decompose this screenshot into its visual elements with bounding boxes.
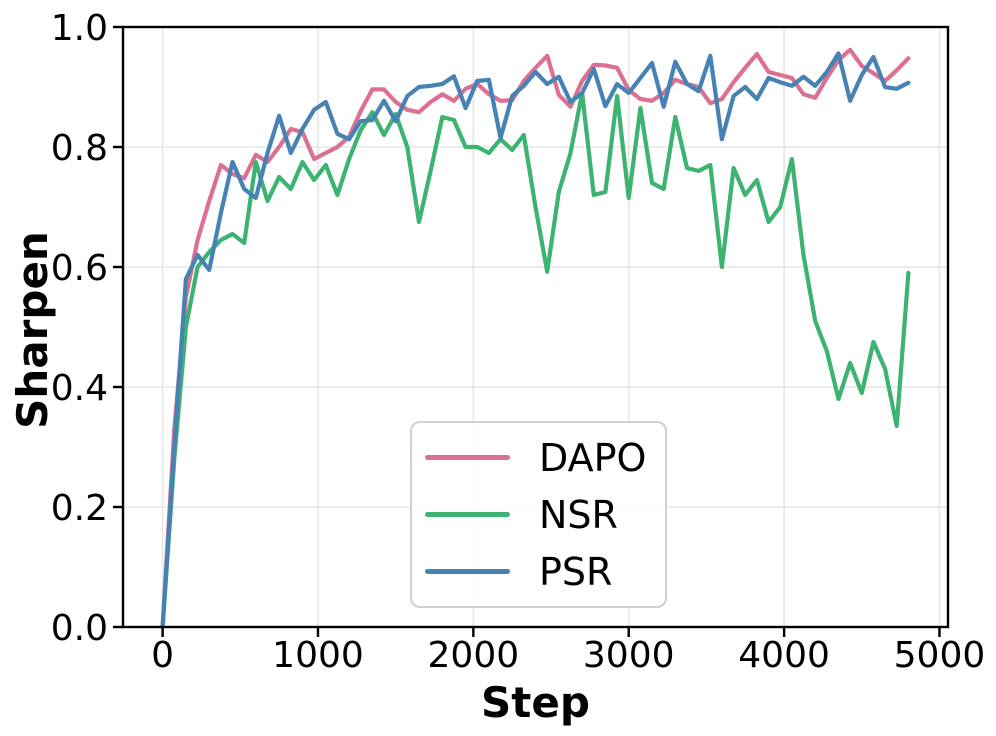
legend-line-psr-icon	[425, 569, 510, 574]
x-tick-label: 2000	[428, 635, 520, 676]
y-tick-label: 0.0	[51, 608, 108, 649]
x-tick-label: 3000	[583, 635, 675, 676]
y-tick-label: 0.4	[51, 368, 108, 409]
series-line-psr	[160, 51, 911, 630]
series-line-nsr	[160, 90, 911, 630]
plot-border	[121, 25, 950, 629]
legend-label-psr: PSR	[539, 549, 613, 594]
legend: DAPO NSR PSR	[410, 421, 667, 608]
legend-item-nsr: NSR	[425, 488, 665, 542]
y-tick-label: 0.8	[51, 128, 108, 169]
y-tick-label: 1.0	[51, 8, 108, 49]
legend-item-psr: PSR	[425, 545, 665, 599]
legend-label-dapo: DAPO	[539, 435, 647, 480]
x-tick-label: 4000	[738, 635, 830, 676]
x-tick-label: 1000	[272, 635, 364, 676]
legend-item-dapo: DAPO	[425, 431, 665, 485]
y-tick-label: 0.6	[51, 248, 108, 289]
x-axis-label: Step	[481, 678, 590, 727]
y-axis-label: Sharpen	[8, 231, 57, 429]
legend-line-dapo-icon	[425, 455, 510, 460]
legend-line-nsr-icon	[425, 512, 510, 517]
y-tick-label: 0.2	[51, 488, 108, 529]
x-tick-label: 5000	[894, 635, 986, 676]
x-tick-label: 0	[151, 635, 174, 676]
legend-label-nsr: NSR	[539, 492, 618, 537]
